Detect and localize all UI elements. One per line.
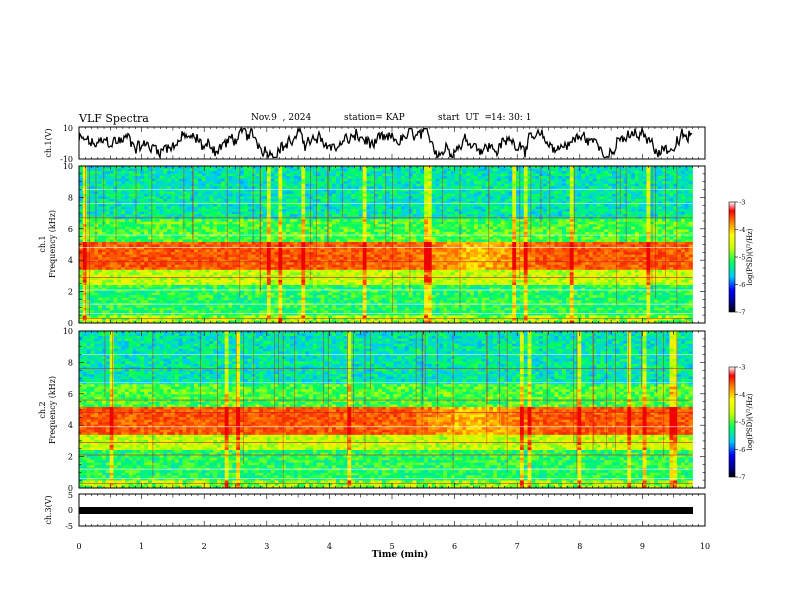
ch2-spec-ylabel-line1: ch.2 — [38, 401, 47, 418]
ch3-ytick-bottom: -5 — [65, 522, 73, 531]
ch2-colorbar: -3 -4 -5 -6 -7 log(PSD)(V²/Hz) — [729, 364, 754, 482]
colorbar-tick-label: -7 — [739, 474, 745, 482]
x-tick-label: 4 — [327, 542, 332, 551]
ch1-spectrogram-image — [79, 166, 705, 323]
colorbar-tick-label: -4 — [739, 391, 745, 399]
x-tick-label: 6 — [452, 542, 457, 551]
colorbar-tick-label: -3 — [739, 364, 745, 372]
x-tick-label: 7 — [515, 542, 520, 551]
freq-tick-label: 8 — [68, 193, 73, 202]
x-tick-label: 3 — [264, 542, 269, 551]
freq-tick-label: 8 — [68, 358, 73, 367]
colorbar-tick-label: -3 — [739, 199, 745, 207]
freq-tick-label: 10 — [63, 327, 73, 336]
x-tick-label: 8 — [577, 542, 582, 551]
ch1-waveform-panel: 10 -10 ch.1(V) — [44, 124, 705, 164]
ch3-ytick-top: 5 — [68, 491, 73, 500]
ch3-ylabel: ch.3(V) — [44, 495, 53, 524]
ch2-colorbar-label: log(PSD)(V²/Hz) — [746, 393, 754, 450]
x-tick-label: 9 — [640, 542, 645, 551]
freq-tick-label: 2 — [68, 453, 73, 462]
colorbar-tick-label: -6 — [739, 281, 745, 289]
ch3-ytick-mid: 0 — [68, 506, 73, 515]
freq-tick-label: 4 — [68, 421, 73, 430]
freq-tick-label: 6 — [68, 225, 73, 234]
ch1-colorbar-label: log(PSD)(V²/Hz) — [746, 228, 754, 285]
ch1-spec-ylabel-line2: Frequency (kHz) — [48, 210, 57, 278]
ch1-ylabel: ch.1(V) — [44, 128, 53, 157]
colorbar-tick-label: -6 — [739, 446, 745, 454]
colorbar-tick-label: -7 — [739, 309, 745, 317]
ch2-spectrogram-image — [79, 331, 705, 488]
freq-tick-label: 2 — [68, 288, 73, 297]
x-axis-label: Time (min) — [372, 549, 429, 560]
x-tick-label: 1 — [139, 542, 144, 551]
colorbar-tick-label: -5 — [739, 419, 745, 427]
colorbar-tick-label: -4 — [739, 226, 745, 234]
x-tick-label: 0 — [76, 542, 81, 551]
colorbar-tick-label: -5 — [739, 254, 745, 262]
ch1-colorbar: -3 -4 -5 -6 -7 log(PSD)(V²/Hz) — [729, 199, 754, 317]
freq-tick-label: 6 — [68, 390, 73, 399]
ch1-ytick-top: 10 — [63, 124, 73, 133]
freq-tick-label: 10 — [63, 162, 73, 171]
ch3-waveform-band — [79, 507, 693, 514]
x-tick-label: 2 — [202, 542, 207, 551]
freq-tick-label: 4 — [68, 256, 73, 265]
vlf-spectra-figure: VLF Spectra Nov.9 , 2024 station= KAP st… — [0, 0, 792, 612]
ch3-waveform-panel: 5 0 -5 ch.3(V) — [44, 491, 705, 531]
plot-area: 10 -10 ch.1(V) 0246810 ch.1 Frequency (k… — [0, 0, 792, 612]
x-tick-label: 10 — [700, 542, 710, 551]
ch2-spec-ylabel-line2: Frequency (kHz) — [48, 376, 57, 444]
ch1-spec-ylabel-line1: ch.1 — [38, 235, 47, 252]
